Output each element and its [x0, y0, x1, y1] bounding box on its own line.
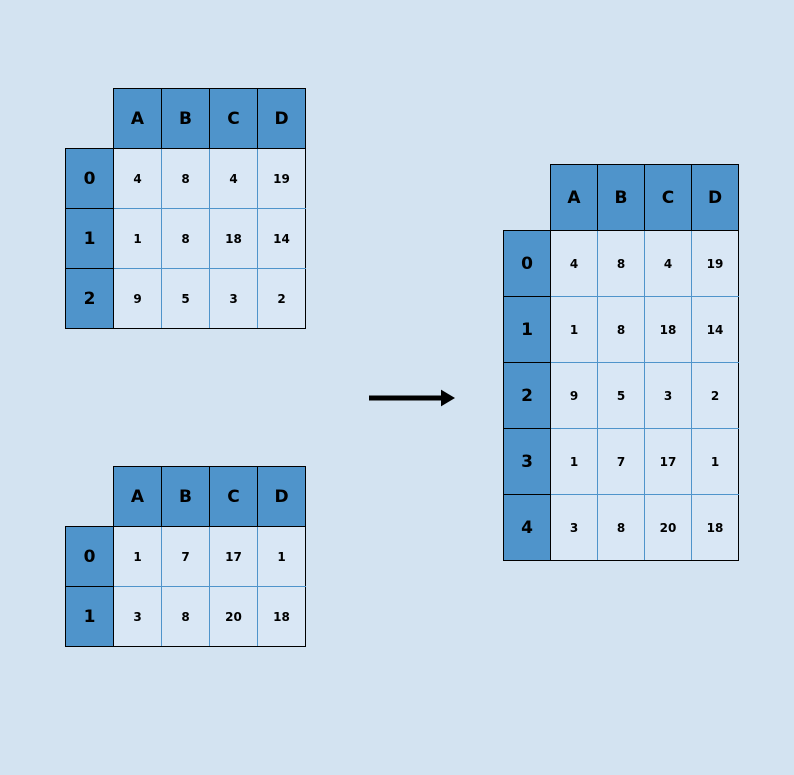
- row-header: 2: [504, 363, 551, 429]
- data-cell: 1: [114, 209, 162, 269]
- column-header: B: [598, 165, 645, 231]
- data-cell: 20: [210, 587, 258, 647]
- data-cell: 19: [692, 231, 739, 297]
- data-cell: 8: [598, 297, 645, 363]
- table-bottom-left: ABCD0171711382018: [65, 466, 306, 647]
- data-cell: 17: [645, 429, 692, 495]
- data-cell: 1: [551, 297, 598, 363]
- data-cell: 9: [551, 363, 598, 429]
- data-cell: 1: [258, 527, 306, 587]
- column-header: D: [258, 467, 306, 527]
- data-cell: 4: [645, 231, 692, 297]
- row-header: 1: [66, 209, 114, 269]
- table-right: ABCD0484191181814295323171714382018: [503, 164, 739, 561]
- data-cell: 17: [210, 527, 258, 587]
- data-cell: 7: [598, 429, 645, 495]
- data-cell: 8: [598, 495, 645, 561]
- data-cell: 14: [258, 209, 306, 269]
- data-cell: 18: [210, 209, 258, 269]
- data-cell: 20: [645, 495, 692, 561]
- corner-cell: [504, 165, 551, 231]
- data-cell: 7: [162, 527, 210, 587]
- diagram-canvas: ABCD048419118181429532 ABCD0171711382018…: [0, 0, 794, 775]
- data-cell: 18: [645, 297, 692, 363]
- column-header: A: [114, 467, 162, 527]
- data-cell: 8: [162, 209, 210, 269]
- data-cell: 4: [551, 231, 598, 297]
- column-header: C: [210, 467, 258, 527]
- data-cell: 1: [692, 429, 739, 495]
- data-cell: 3: [551, 495, 598, 561]
- data-cell: 3: [645, 363, 692, 429]
- column-header: A: [551, 165, 598, 231]
- data-cell: 4: [210, 149, 258, 209]
- table-top-left: ABCD048419118181429532: [65, 88, 306, 329]
- data-cell: 2: [692, 363, 739, 429]
- data-cell: 3: [210, 269, 258, 329]
- corner-cell: [66, 467, 114, 527]
- column-header: C: [645, 165, 692, 231]
- arrow-icon: [353, 382, 471, 414]
- data-cell: 18: [692, 495, 739, 561]
- column-header: D: [258, 89, 306, 149]
- data-cell: 8: [598, 231, 645, 297]
- data-cell: 2: [258, 269, 306, 329]
- row-header: 1: [504, 297, 551, 363]
- row-header: 4: [504, 495, 551, 561]
- data-cell: 18: [258, 587, 306, 647]
- data-cell: 8: [162, 587, 210, 647]
- row-header: 0: [504, 231, 551, 297]
- data-cell: 5: [162, 269, 210, 329]
- corner-cell: [66, 89, 114, 149]
- row-header: 3: [504, 429, 551, 495]
- data-cell: 9: [114, 269, 162, 329]
- data-cell: 5: [598, 363, 645, 429]
- column-header: A: [114, 89, 162, 149]
- row-header: 0: [66, 149, 114, 209]
- data-cell: 8: [162, 149, 210, 209]
- row-header: 0: [66, 527, 114, 587]
- data-cell: 1: [551, 429, 598, 495]
- data-cell: 3: [114, 587, 162, 647]
- row-header: 1: [66, 587, 114, 647]
- column-header: B: [162, 89, 210, 149]
- data-cell: 1: [114, 527, 162, 587]
- column-header: B: [162, 467, 210, 527]
- row-header: 2: [66, 269, 114, 329]
- data-cell: 4: [114, 149, 162, 209]
- column-header: C: [210, 89, 258, 149]
- data-cell: 14: [692, 297, 739, 363]
- column-header: D: [692, 165, 739, 231]
- data-cell: 19: [258, 149, 306, 209]
